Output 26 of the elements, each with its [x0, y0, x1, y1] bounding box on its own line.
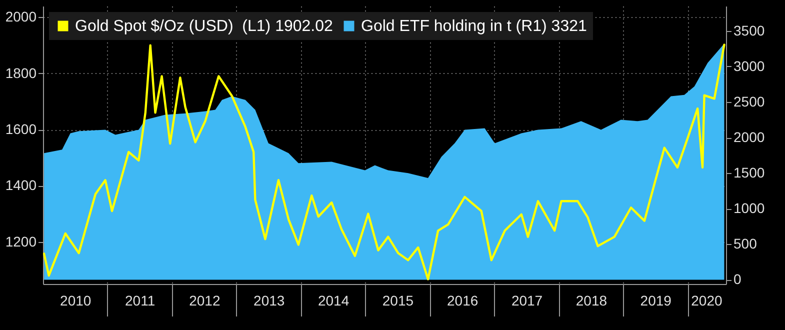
x-tick-label: 2017 [511, 292, 543, 308]
y-tick-label: 1200 [5, 233, 37, 250]
x-tick-label: 2018 [576, 292, 608, 308]
y2-tick-label: 3500 [734, 22, 765, 38]
x-tick-label: 2013 [254, 292, 285, 308]
legend-label: Gold ETF holding in t (R1) 3321 [361, 18, 587, 35]
x-tick-label: 2014 [318, 292, 350, 308]
y-tick-label: 1800 [5, 64, 37, 81]
x-tick-label: 2012 [189, 292, 220, 308]
y2-tick-label: 500 [734, 236, 758, 252]
x-tick-label: 2011 [125, 292, 156, 308]
y-tick-label: 1400 [5, 177, 37, 194]
y2-tick-label: 2500 [734, 93, 765, 110]
x-tick-label: 2016 [447, 292, 478, 308]
y-tick-label: 1600 [5, 121, 37, 138]
y2-tick-label: 3000 [734, 58, 765, 74]
y2-tick-label: 2000 [734, 129, 765, 146]
x-tick-label: 2019 [640, 292, 672, 308]
x-tick-label: 2020 [691, 292, 723, 308]
legend-label: Gold Spot $/Oz (USD) (L1) 1902.02 [75, 18, 333, 35]
y2-tick-label: 1500 [734, 164, 765, 181]
y-tick-label: 2000 [5, 8, 37, 25]
y2-tick-label: 1000 [734, 200, 765, 216]
x-tick-label: 2010 [60, 292, 92, 308]
x-tick-label: 2015 [382, 292, 414, 308]
y2-tick-label: 0 [734, 271, 742, 288]
